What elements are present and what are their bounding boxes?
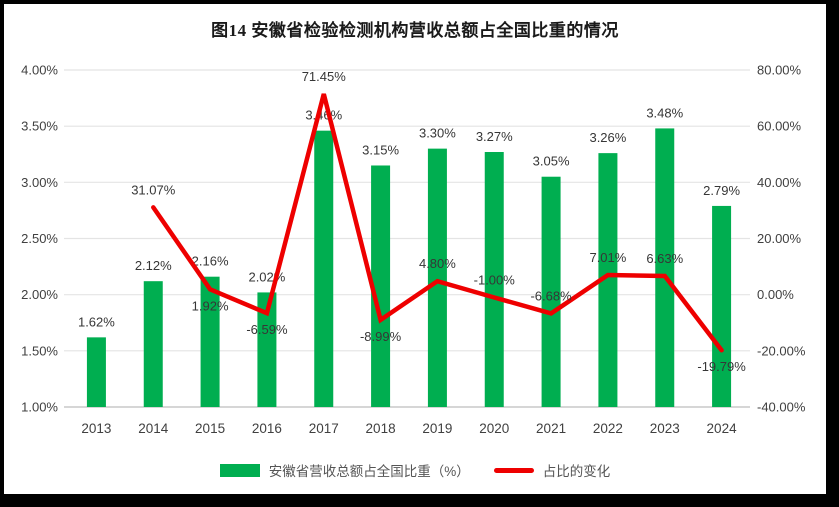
bar-label-2017: 3.46% bbox=[305, 108, 342, 123]
bar-2022 bbox=[598, 153, 618, 407]
x-axis-label-2014: 2014 bbox=[138, 421, 169, 436]
x-axis-label-2022: 2022 bbox=[593, 421, 623, 436]
bar-2020 bbox=[484, 152, 504, 407]
bar-2017 bbox=[314, 130, 334, 407]
left-axis-tick: 3.50% bbox=[21, 119, 58, 134]
x-axis-label-2019: 2019 bbox=[422, 421, 452, 436]
line-label-2022: 7.01% bbox=[589, 250, 626, 265]
left-axis-tick: 4.00% bbox=[21, 63, 58, 78]
bar-2015 bbox=[200, 276, 220, 407]
line-label-2016: -6.59% bbox=[246, 322, 288, 337]
right-axis-tick: 80.00% bbox=[757, 63, 802, 78]
bar-label-2019: 3.30% bbox=[419, 126, 456, 141]
bar-2013 bbox=[86, 337, 106, 407]
line-label-2020: -1.00% bbox=[474, 272, 516, 287]
x-axis-label-2020: 2020 bbox=[479, 421, 509, 436]
chart-frame: 图14 安徽省检验检测机构营收总额占全国比重的情况 4.00% 80.00% 3.5… bbox=[4, 4, 826, 494]
bar-label-2018: 3.15% bbox=[362, 142, 399, 157]
x-axis-label-2023: 2023 bbox=[650, 421, 680, 436]
bar-label-2024: 2.79% bbox=[703, 183, 740, 198]
chart-title: 图14 安徽省检验检测机构营收总额占全国比重的情况 bbox=[211, 21, 619, 40]
bar-2019 bbox=[427, 148, 447, 407]
right-axis-tick: 40.00% bbox=[757, 175, 802, 190]
line-label-2018: -8.99% bbox=[360, 329, 402, 344]
line-label-2023: 6.63% bbox=[646, 251, 683, 266]
x-axis-label-2021: 2021 bbox=[536, 421, 566, 436]
bar-2018 bbox=[371, 165, 391, 407]
x-axis-label-2017: 2017 bbox=[309, 421, 339, 436]
line-label-2021: -6.68% bbox=[530, 288, 572, 303]
bar-label-2015: 2.16% bbox=[192, 254, 229, 269]
right-axis-tick: 20.00% bbox=[757, 231, 802, 246]
left-axis-tick: 1.50% bbox=[21, 343, 58, 358]
line-series bbox=[151, 93, 724, 353]
bar-2024 bbox=[712, 205, 732, 407]
bar-2016 bbox=[257, 292, 277, 407]
bar-label-2016: 2.02% bbox=[248, 269, 285, 284]
right-axis-tick: -40.00% bbox=[757, 400, 806, 415]
bar-series-legend-label: 安徽省营收总额占全国比重（%） bbox=[268, 464, 470, 479]
bar-label-2023: 3.48% bbox=[646, 105, 683, 120]
line-label-2019: 4.80% bbox=[419, 256, 456, 271]
line-series-swatch-icon bbox=[493, 467, 534, 473]
right-axis-tick: 0.00% bbox=[757, 287, 794, 302]
right-axis-tick: 60.00% bbox=[757, 119, 802, 134]
x-axis-label-2024: 2024 bbox=[707, 421, 738, 436]
bar-2021 bbox=[541, 176, 561, 407]
right-axis-tick: -20.00% bbox=[757, 343, 806, 358]
left-axis-tick: 2.00% bbox=[21, 287, 58, 302]
line-label-2017: 71.45% bbox=[302, 69, 347, 84]
chart-legend: 安徽省营收总额占全国比重（%） 占比的变化 bbox=[4, 457, 826, 483]
bar-label-2014: 2.12% bbox=[135, 258, 172, 273]
bar-label-2013: 1.62% bbox=[78, 314, 115, 329]
x-axis-label-2015: 2015 bbox=[195, 421, 225, 436]
line-label-2024: -19.79% bbox=[697, 359, 746, 374]
line-label-2015: 1.92% bbox=[192, 298, 229, 313]
bar-label-2020: 3.27% bbox=[476, 129, 513, 144]
x-axis-label-2018: 2018 bbox=[366, 421, 396, 436]
left-axis-tick: 3.00% bbox=[21, 175, 58, 190]
x-axis-label-2013: 2013 bbox=[81, 421, 111, 436]
left-axis-tick: 1.00% bbox=[21, 400, 58, 415]
line-label-2014: 31.07% bbox=[131, 182, 176, 197]
bar-2014 bbox=[143, 281, 163, 407]
combo-chart: 4.00% 80.00% 3.50% 60.00% 3.00% 40.00% 2.50% 20… bbox=[21, 63, 806, 437]
bar-series-swatch-icon bbox=[219, 463, 260, 477]
left-axis-tick: 2.50% bbox=[21, 231, 58, 246]
bar-label-2022: 3.26% bbox=[589, 130, 626, 145]
bar-2023 bbox=[655, 128, 675, 407]
x-axis-label-2016: 2016 bbox=[252, 421, 282, 436]
bar-label-2021: 3.05% bbox=[533, 154, 570, 169]
line-series-legend-label: 占比的变化 bbox=[542, 464, 611, 479]
